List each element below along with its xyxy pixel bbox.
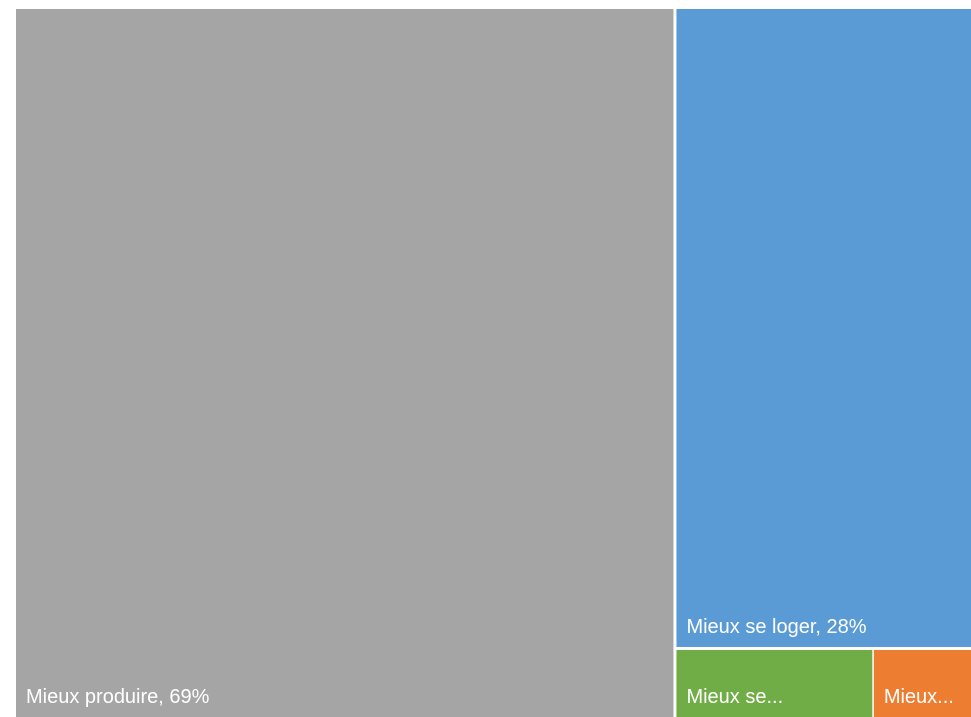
treemap-tile-2: Mieux se loger, 28% xyxy=(676,9,971,647)
treemap-label-2: Mieux se loger, 28% xyxy=(686,616,866,638)
treemap-label-3: Mieux se... xyxy=(686,686,783,708)
treemap-label-4: Mieux... xyxy=(884,686,954,708)
treemap-rect-mieux-se xyxy=(676,649,873,717)
treemap-label-1: Mieux produire, 69% xyxy=(26,686,210,708)
treemap-rect-mieux-se-loger xyxy=(676,9,971,647)
treemap-rect-mieux xyxy=(873,649,971,717)
treemap-tile-3: Mieux se... xyxy=(676,649,873,717)
treemap-tile-1: Mieux produire, 69% xyxy=(16,9,674,717)
treemap-tile-4: Mieux... xyxy=(873,649,971,717)
treemap-rect-mieux-produire xyxy=(16,9,674,717)
